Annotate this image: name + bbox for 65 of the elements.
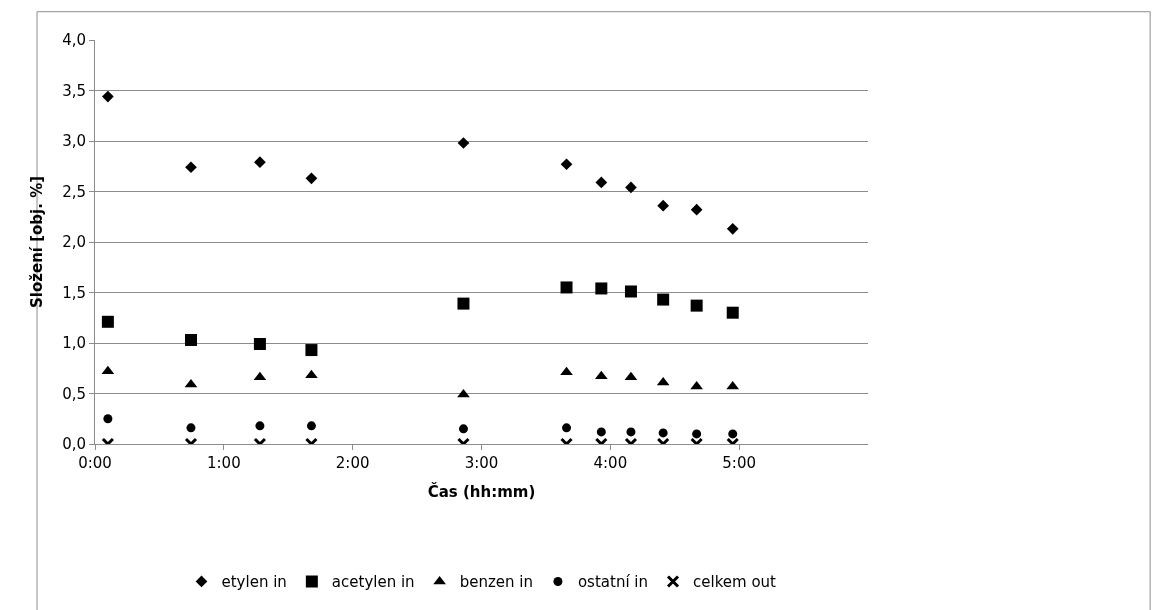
y-axis-title: Složení [obj. %] — [28, 175, 47, 309]
x-tick-label: 5:00 — [722, 454, 757, 472]
point — [101, 365, 115, 375]
point — [657, 293, 670, 306]
point — [184, 378, 198, 388]
point — [306, 421, 316, 431]
point — [726, 306, 739, 319]
point — [657, 199, 670, 212]
point — [184, 333, 197, 346]
point — [690, 299, 703, 312]
y-tick-label: 2,0 — [62, 233, 86, 252]
x-axis-title: Čas (hh:mm) — [427, 482, 536, 501]
point — [596, 427, 606, 437]
point — [656, 376, 670, 386]
x-tick-label: 0:00 — [78, 454, 112, 472]
point — [305, 172, 318, 185]
point — [253, 371, 267, 381]
point — [594, 370, 608, 380]
point — [560, 281, 573, 294]
y-tick-label: 4,0 — [62, 31, 86, 50]
point — [185, 161, 197, 174]
x-tick-label: 1:00 — [206, 454, 241, 472]
legend-label: benzen in — [459, 573, 533, 592]
legend-label: ostatní in — [577, 573, 649, 592]
legend-label: acetylen in — [331, 573, 415, 592]
x-tick-label: 4:00 — [593, 454, 628, 472]
point — [457, 297, 470, 310]
point — [101, 315, 114, 328]
point — [457, 137, 470, 149]
point — [624, 285, 637, 298]
legend-label: celkem out — [693, 573, 777, 592]
point — [305, 369, 318, 379]
point — [595, 282, 608, 295]
point — [103, 414, 113, 424]
point — [658, 428, 668, 438]
legend-label: etylen in — [221, 573, 287, 592]
point — [253, 338, 266, 351]
point — [560, 158, 573, 171]
point — [562, 423, 572, 433]
point — [690, 380, 703, 390]
point — [186, 423, 196, 433]
point — [255, 421, 265, 431]
point — [102, 90, 114, 103]
point — [625, 181, 637, 194]
x-tick-label: 2:00 — [335, 454, 370, 472]
point — [595, 176, 608, 189]
y-tick-label: 3,5 — [62, 81, 86, 100]
point — [560, 366, 573, 376]
x-tick-label: 3:00 — [464, 454, 499, 472]
y-tick-label: 1,0 — [62, 334, 86, 353]
y-tick-label: 0,0 — [62, 435, 86, 454]
point — [726, 380, 740, 390]
point — [458, 424, 468, 434]
y-tick-label: 1,5 — [62, 283, 86, 302]
point — [624, 371, 638, 381]
y-tick-label: 0,5 — [62, 384, 86, 403]
point — [254, 156, 266, 169]
point — [626, 427, 636, 437]
point — [726, 223, 739, 235]
y-tick-label: 3,0 — [62, 132, 86, 151]
y-tick-label: 2,5 — [62, 182, 86, 201]
point — [305, 344, 318, 357]
point — [692, 429, 702, 439]
point — [728, 429, 738, 439]
point — [690, 203, 703, 216]
